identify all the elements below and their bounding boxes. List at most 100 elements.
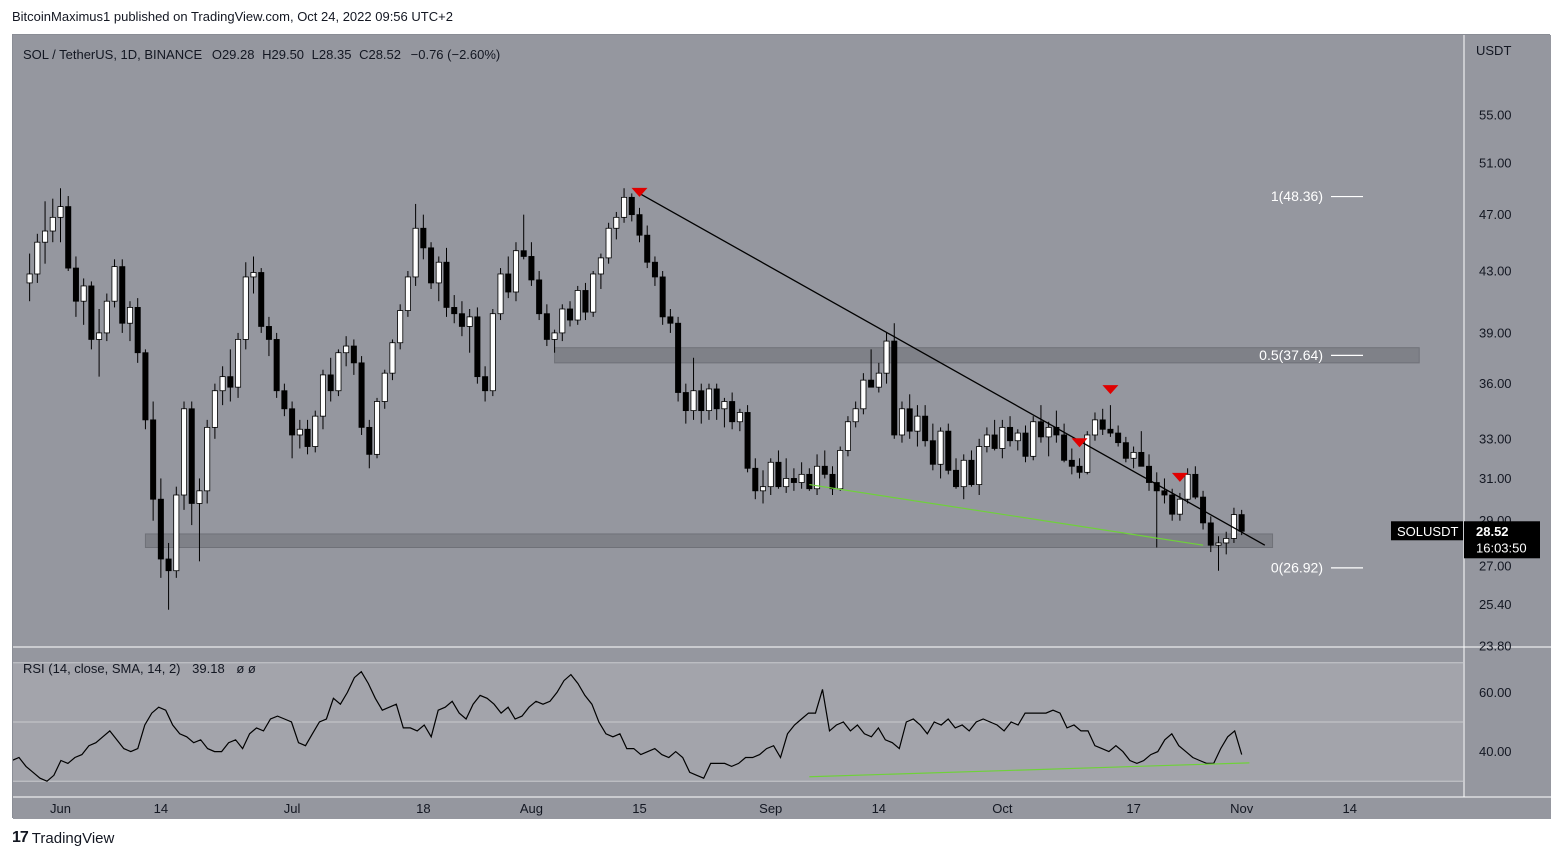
candle[interactable]	[1037, 405, 1044, 443]
candle[interactable]	[1215, 536, 1222, 571]
candle[interactable]	[644, 225, 651, 269]
candle[interactable]	[752, 458, 759, 500]
candle[interactable]	[428, 242, 435, 289]
candle[interactable]	[219, 366, 226, 406]
candle[interactable]	[906, 394, 913, 439]
candle[interactable]	[698, 383, 705, 424]
candle[interactable]	[505, 256, 512, 299]
candle[interactable]	[520, 214, 527, 260]
candle[interactable]	[1091, 412, 1098, 441]
candle[interactable]	[991, 419, 998, 451]
candle[interactable]	[1099, 408, 1106, 435]
candle[interactable]	[1045, 421, 1052, 457]
main-pane[interactable]	[13, 35, 1463, 647]
candle[interactable]	[204, 419, 211, 504]
candle[interactable]	[721, 397, 728, 428]
candle[interactable]	[327, 357, 334, 402]
candle[interactable]	[404, 271, 411, 317]
rsi-line[interactable]	[0, 670, 1243, 782]
candle[interactable]	[250, 256, 257, 294]
candle[interactable]	[374, 397, 381, 459]
candle[interactable]	[466, 308, 473, 353]
candle[interactable]	[705, 383, 712, 420]
candle[interactable]	[852, 401, 859, 428]
candle[interactable]	[389, 339, 396, 381]
candle[interactable]	[1014, 429, 1021, 451]
candle[interactable]	[72, 256, 79, 317]
candle[interactable]	[605, 222, 612, 264]
candle[interactable]	[983, 427, 990, 453]
candle[interactable]	[489, 308, 496, 397]
rsi-series[interactable]	[0, 670, 1250, 782]
candle[interactable]	[111, 259, 118, 308]
time-axis[interactable]	[13, 797, 1551, 819]
chart-canvas[interactable]: 1(48.36) 0.5(37.64) 0(26.92) 55.00 51.00 47.…	[0, 35, 1551, 819]
candle[interactable]	[420, 214, 427, 260]
candle[interactable]	[173, 486, 180, 578]
candle[interactable]	[922, 405, 929, 447]
candle[interactable]	[1169, 488, 1176, 521]
candle[interactable]	[96, 308, 103, 377]
price-axis[interactable]	[1464, 35, 1551, 797]
candle[interactable]	[119, 259, 126, 333]
candle[interactable]	[953, 458, 960, 489]
candle[interactable]	[760, 470, 767, 504]
candle[interactable]	[273, 332, 280, 398]
candle[interactable]	[296, 419, 303, 449]
candle[interactable]	[621, 188, 628, 223]
candle[interactable]	[1138, 431, 1145, 467]
candle[interactable]	[775, 450, 782, 489]
candle[interactable]	[134, 298, 141, 363]
candle[interactable]	[512, 242, 519, 302]
candle[interactable]	[242, 262, 249, 350]
candle[interactable]	[976, 438, 983, 496]
candle[interactable]	[412, 203, 419, 286]
candle[interactable]	[1223, 531, 1230, 555]
candle[interactable]	[1022, 425, 1029, 463]
candle[interactable]	[397, 304, 404, 350]
candle[interactable]	[258, 268, 265, 333]
candle[interactable]	[474, 307, 481, 384]
candle[interactable]	[196, 478, 203, 562]
candle[interactable]	[80, 278, 87, 325]
candle[interactable]	[358, 356, 365, 435]
chart-frame[interactable]: 1(48.36) 0.5(37.64) 0(26.92) 55.00 51.00 47.…	[0, 34, 1551, 819]
candle[interactable]	[381, 369, 388, 409]
candle[interactable]	[157, 478, 164, 578]
candle[interactable]	[458, 301, 465, 337]
candle[interactable]	[1122, 436, 1129, 463]
candle[interactable]	[1076, 458, 1083, 479]
candle[interactable]	[34, 233, 41, 283]
candle[interactable]	[235, 332, 242, 398]
candle[interactable]	[211, 383, 218, 439]
candle[interactable]	[875, 362, 882, 393]
candle[interactable]	[968, 450, 975, 487]
candle[interactable]	[582, 282, 589, 321]
candle[interactable]	[443, 247, 450, 317]
candle[interactable]	[49, 198, 56, 243]
candle[interactable]	[806, 468, 813, 491]
candle[interactable]	[343, 336, 350, 367]
candle[interactable]	[227, 349, 234, 402]
candle[interactable]	[690, 357, 697, 420]
candle[interactable]	[837, 446, 844, 491]
candle[interactable]	[1192, 466, 1199, 500]
candle[interactable]	[729, 392, 736, 430]
candle[interactable]	[1184, 468, 1191, 504]
candle[interactable]	[335, 349, 342, 397]
candle[interactable]	[528, 242, 535, 286]
candle[interactable]	[435, 256, 442, 302]
candle[interactable]	[1130, 446, 1137, 469]
candle[interactable]	[914, 405, 921, 447]
candle[interactable]	[945, 423, 952, 475]
candle[interactable]	[181, 401, 188, 510]
candle[interactable]	[713, 383, 720, 420]
candle[interactable]	[898, 401, 905, 443]
candle[interactable]	[574, 285, 581, 325]
candle[interactable]	[868, 349, 875, 388]
candle[interactable]	[319, 369, 326, 430]
candle[interactable]	[88, 281, 95, 350]
candle[interactable]	[42, 201, 49, 264]
candle[interactable]	[960, 454, 967, 500]
candle[interactable]	[482, 366, 489, 402]
